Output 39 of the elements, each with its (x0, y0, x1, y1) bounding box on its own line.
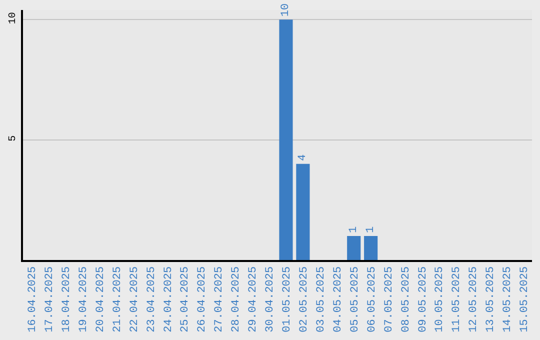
bar (347, 236, 361, 260)
x-tick-label: 21.04.2025 (112, 266, 124, 332)
bar (296, 164, 310, 260)
x-tick-label: 04.05.2025 (332, 266, 344, 332)
x-tick-label: 07.05.2025 (383, 266, 396, 332)
x-tick-label: 08.05.2025 (400, 266, 412, 332)
x-tick-label: 06.05.2025 (366, 266, 378, 332)
x-tick-label: 05.05.2025 (349, 266, 362, 332)
x-tick-label: 03.05.2025 (315, 266, 328, 332)
x-tick-label: 16.04.2025 (27, 266, 40, 332)
x-tick-label: 14.05.2025 (502, 266, 514, 332)
x-tick-label: 27.04.2025 (214, 266, 226, 332)
x-tick-label: 13.05.2025 (485, 266, 498, 332)
x-tick-label: 15.05.2025 (519, 266, 532, 332)
x-tick-label: 12.05.2025 (468, 266, 480, 332)
x-tick-label: 10.05.2025 (434, 266, 446, 332)
x-tick-label: 11.05.2025 (451, 266, 464, 332)
x-tick-label: 20.04.2025 (94, 266, 107, 332)
bar (279, 20, 293, 260)
x-tick-label: 19.04.2025 (78, 266, 90, 332)
x-tick-label: 24.04.2025 (162, 266, 175, 332)
x-tick-label: 30.04.2025 (264, 266, 277, 332)
data-label: 10 (280, 3, 292, 17)
x-tick-label: 29.04.2025 (248, 266, 260, 332)
data-label: 1 (348, 226, 360, 233)
bar (364, 236, 378, 260)
x-tick-label: 23.04.2025 (146, 266, 158, 332)
x-tick-label: 02.05.2025 (298, 266, 311, 332)
x-tick-label: 22.04.2025 (128, 266, 141, 332)
x-tick-label: 17.04.2025 (44, 266, 56, 332)
y-tick-label: 5 (8, 135, 19, 142)
x-tick-label: 26.04.2025 (196, 266, 209, 332)
data-label: 1 (364, 226, 377, 233)
x-tick-label: 18.04.2025 (60, 266, 73, 332)
data-label: 4 (296, 154, 309, 161)
x-tick-label: 28.04.2025 (230, 266, 243, 332)
x-tick-label: 25.04.2025 (180, 266, 192, 332)
x-tick-label: 09.05.2025 (417, 266, 430, 332)
x-tick-label: 01.05.2025 (282, 266, 294, 332)
